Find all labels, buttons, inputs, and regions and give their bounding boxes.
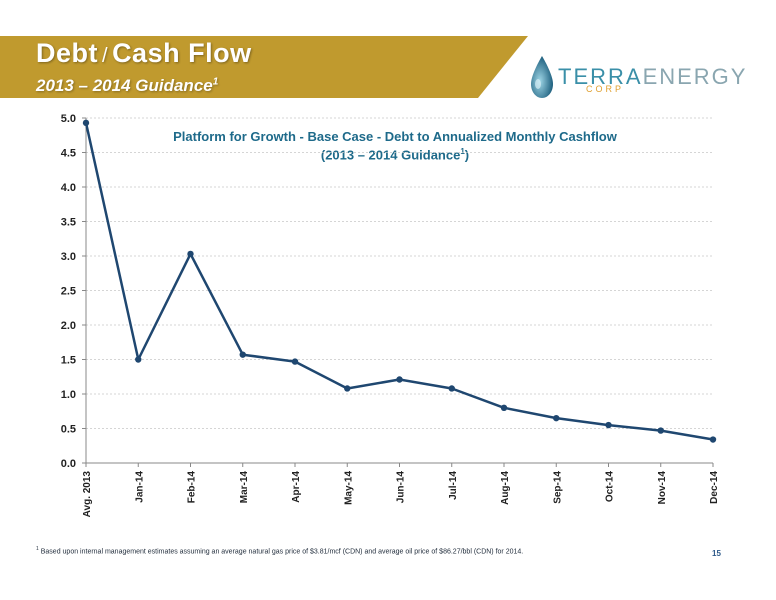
series-debt-to-cashflow (82, 119, 717, 443)
data-point (344, 385, 351, 392)
y-tick-label: 1.5 (61, 355, 76, 367)
y-tick-label: 3.0 (61, 251, 76, 263)
data-point (657, 427, 664, 434)
banner-background (0, 36, 528, 98)
y-tick-label: 0.5 (61, 424, 76, 436)
x-tick-label: Jul-14 (448, 471, 459, 500)
company-logo: TERRAENERGY CORP (528, 54, 745, 100)
subtitle-text: 2013 – 2014 Guidance (36, 76, 213, 95)
x-tick-label: Oct-14 (605, 471, 616, 503)
x-tick-label: Avg. 2013 (82, 471, 93, 518)
water-drop-icon (531, 56, 553, 98)
y-tick-label: 3.5 (61, 217, 76, 229)
x-tick-label: Jan-14 (134, 471, 145, 503)
x-tick-label: Aug-14 (500, 471, 511, 505)
logo-wordmark: TERRAENERGY (558, 64, 747, 90)
logo-corp: CORP (586, 84, 625, 94)
data-point (709, 436, 717, 443)
y-tick-labels: 0.0 0.5 1.0 1.5 2.0 2.5 3.0 3.5 4.0 4.5 5.0 (61, 113, 76, 470)
footnote-mark: 1 (36, 546, 39, 552)
data-point (396, 376, 403, 383)
y-tick-label: 1.0 (61, 389, 76, 401)
grid-lines (86, 117, 713, 429)
chart-title-line1: Platform for Growth - Base Case - Debt t… (173, 129, 617, 144)
chart-title-line2-text: (2013 – 2014 Guidance (320, 147, 461, 163)
chart-title-footnote-mark: 1 (460, 147, 465, 156)
y-tick-label: 5.0 (61, 113, 76, 125)
data-point (82, 119, 90, 127)
y-tick-label: 4.0 (61, 182, 76, 194)
chart-title-line2: (2013 – 2014 Guidance1) (150, 147, 640, 162)
title-part1: Debt (36, 38, 98, 68)
logo-energy: ENERGY (642, 64, 748, 89)
data-point (187, 250, 194, 258)
chart-title-line2-end: ) (464, 147, 470, 163)
x-tick-label: Apr-14 (291, 471, 302, 503)
data-point (135, 356, 142, 363)
x-tick-label: May-14 (343, 471, 354, 505)
x-tick-label: Nov-14 (657, 471, 668, 505)
data-point (291, 358, 299, 365)
footnote-text: Based upon internal management estimates… (40, 548, 524, 556)
data-point (553, 414, 560, 422)
page-title: Debt / Cash Flow (36, 38, 252, 69)
page-number: 15 (712, 549, 721, 558)
y-tick-label: 0.0 (61, 458, 76, 470)
x-tick-label: Mar-14 (239, 471, 250, 504)
data-point (605, 421, 612, 429)
footnote: 1 Based upon internal management estimat… (36, 546, 523, 555)
x-tick-label: Feb-14 (187, 471, 198, 504)
x-tick-label: Jun-14 (396, 471, 407, 504)
title-separator: / (102, 45, 109, 67)
page-subtitle: 2013 – 2014 Guidance1 (36, 76, 218, 96)
x-tick-labels: Avg. 2013 Jan-14 Feb-14 Mar-14 Apr-14 May-14 J… (82, 471, 720, 518)
y-tick-label: 2.0 (61, 320, 76, 332)
y-tick-label: 4.5 (61, 148, 76, 160)
data-point (239, 351, 246, 358)
x-tick-label: Sep-14 (552, 471, 563, 504)
series-line (84, 122, 714, 441)
y-tick-label: 2.5 (61, 286, 76, 298)
data-point (500, 404, 508, 411)
title-part2: Cash Flow (112, 38, 252, 68)
title-banner (0, 36, 528, 98)
subtitle-footnote-mark: 1 (212, 76, 219, 88)
data-point (448, 385, 455, 392)
chart-axes (82, 117, 714, 467)
logo-terra: TERRA (558, 64, 643, 89)
x-tick-label: Dec-14 (709, 471, 720, 504)
